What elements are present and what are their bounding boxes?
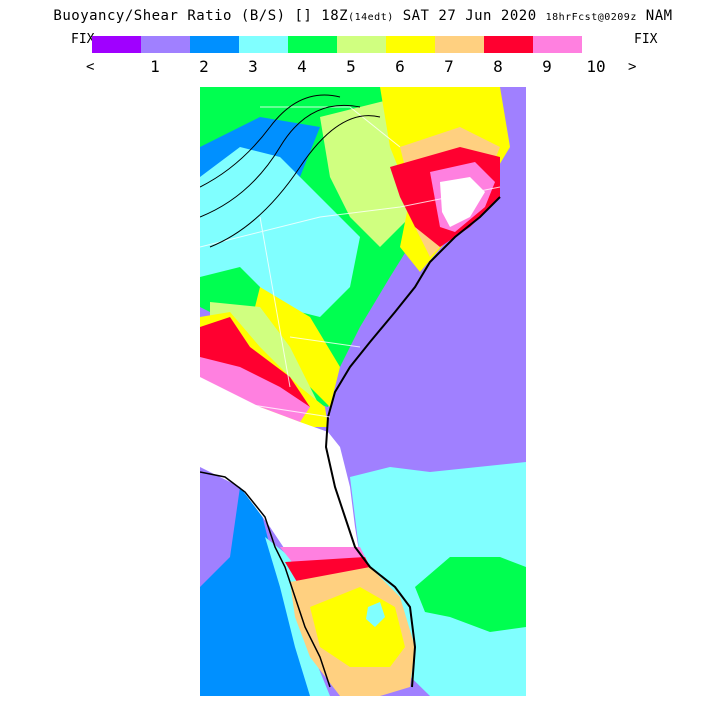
scale-swatch-9 bbox=[484, 36, 533, 53]
title-unit: [] bbox=[294, 8, 313, 24]
scale-swatch-4 bbox=[239, 36, 288, 53]
offshore-green-region bbox=[415, 557, 526, 632]
scale-swatch-8 bbox=[435, 36, 484, 53]
title-time: 18Z bbox=[321, 8, 349, 24]
land-white-region bbox=[440, 177, 485, 227]
scale-tick-labels: 1 2 3 4 5 6 7 8 9 10 bbox=[0, 57, 726, 77]
southwest-pink-region bbox=[200, 357, 310, 422]
next-arrow-button[interactable]: > bbox=[628, 59, 637, 75]
state-borders bbox=[200, 106, 501, 418]
title-date: SAT 27 Jun 2020 bbox=[402, 8, 537, 24]
gulf-coastline bbox=[200, 471, 331, 688]
title-forecast: 18hrFcst@0209z bbox=[545, 12, 637, 23]
bs-ratio-map bbox=[200, 87, 526, 696]
scale-tick: 8 bbox=[493, 57, 503, 76]
title-model: NAM bbox=[645, 8, 673, 24]
scale-tick: 2 bbox=[199, 57, 209, 76]
lake-okeechobee-cyan bbox=[366, 602, 385, 627]
scale-swatch-2 bbox=[141, 36, 190, 53]
scale-tick: 10 bbox=[586, 57, 606, 76]
scale-tick: 1 bbox=[150, 57, 160, 76]
scale-tick: 6 bbox=[395, 57, 405, 76]
coast-yellow-band bbox=[250, 287, 340, 407]
land-cyan-region bbox=[200, 147, 360, 317]
map-canvas bbox=[200, 87, 526, 696]
gulf-blue-region bbox=[200, 487, 320, 696]
scale-swatch-3 bbox=[190, 36, 239, 53]
scale-tick: 3 bbox=[248, 57, 258, 76]
color-scale-bar bbox=[92, 36, 582, 53]
scale-swatch-1 bbox=[92, 36, 141, 53]
florida-white-region bbox=[200, 377, 360, 557]
scale-tick: 5 bbox=[346, 57, 356, 76]
scale-tick: 4 bbox=[297, 57, 307, 76]
scale-swatch-10 bbox=[533, 36, 582, 53]
map-title: Buoyancy/Shear Ratio (B/S) [] 18Z(14edt)… bbox=[0, 8, 726, 24]
fix-right-button[interactable]: FIX bbox=[634, 32, 658, 47]
fix-left-button[interactable]: FIX bbox=[71, 32, 95, 47]
title-main: Buoyancy/Shear Ratio (B/S) bbox=[53, 8, 286, 24]
scale-swatch-5 bbox=[288, 36, 337, 53]
scale-swatch-6 bbox=[337, 36, 386, 53]
scale-swatch-7 bbox=[386, 36, 435, 53]
scale-tick: 7 bbox=[444, 57, 454, 76]
prev-arrow-button[interactable]: < bbox=[86, 59, 95, 75]
elevation-contours bbox=[200, 94, 381, 248]
scale-tick: 9 bbox=[542, 57, 552, 76]
title-local-time: (14edt) bbox=[348, 12, 394, 23]
